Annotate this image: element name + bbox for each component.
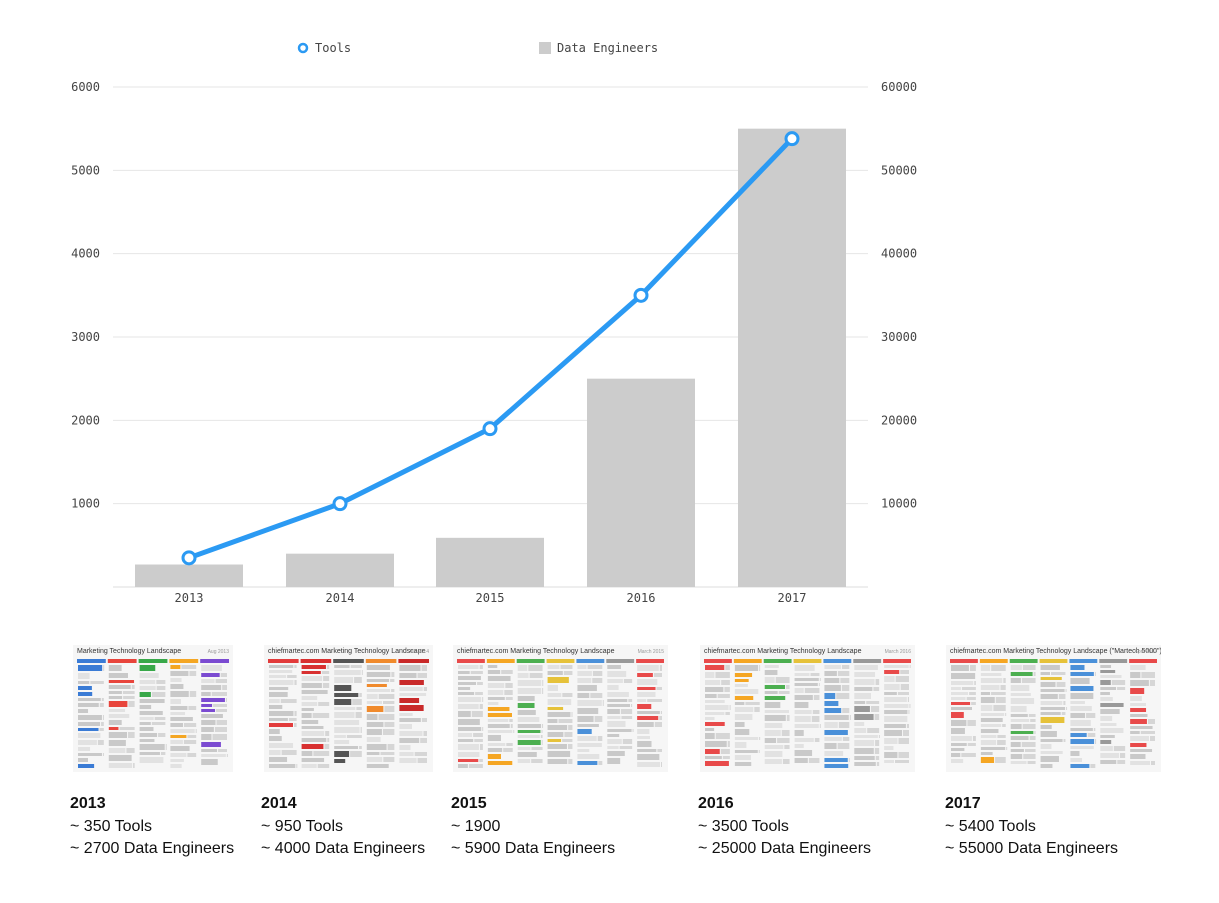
thumbnail-date: Aug 2013 [207,649,229,655]
data-engineers-bars [135,128,846,588]
thumbnail-date: March 2015 [637,649,664,655]
thumbnail-logo-grid [703,659,912,768]
caption-2013: 2013 ~ 350 Tools ~ 2700 Data Engineers [70,793,234,861]
caption-tools: ~ 3500 Tools [698,817,789,835]
x-tick-label: 2014 [326,591,355,605]
right-tick-label: 50000 [881,163,917,177]
x-tick-label: 2015 [476,591,505,605]
point-tools-2016[interactable] [633,287,649,303]
left-tick-label: 1000 [71,497,100,511]
caption-engineers: ~ 5900 Data Engineers [451,840,616,857]
landscape-thumbnail-2014: chiefmartec.com Marketing Technology Lan… [264,645,433,772]
right-tick-label: 10000 [881,497,917,511]
right-tick-label: 20000 [881,413,917,427]
point-tools-2013[interactable] [181,550,197,566]
caption-engineers: ~ 25000 Data Engineers [698,840,872,857]
thumbnail-title: chiefmartec.com Marketing Technology Lan… [457,648,615,655]
landscape-thumbnail-2015: chiefmartec.com Marketing Technology Lan… [453,645,668,772]
caption-2014: 2014 ~ 950 Tools ~ 4000 Data Engineers [261,793,425,861]
thumbnail-date: April 2017 [1134,649,1157,655]
bar-data-engineers-2016[interactable] [587,378,695,587]
point-tools-2017[interactable] [784,131,800,147]
thumbnail-logo-grid [267,659,430,770]
x-tick-label: 2016 [627,591,656,605]
left-tick-label: 6000 [71,80,100,94]
caption-tools: ~ 5400 Tools [945,817,1036,835]
landscape-thumbnail-2017: chiefmartec.com Marketing Technology Lan… [946,645,1161,772]
legend-data-engineers-marker[interactable] [539,42,551,54]
bar-data-engineers-2015[interactable] [436,537,544,587]
caption-tools: ~ 350 Tools [70,817,152,835]
caption-year: 2017 [945,795,981,812]
caption-2017: 2017 ~ 5400 Tools ~ 55000 Data Engineers [945,793,1118,861]
caption-2015: 2015 ~ 1900 ~ 5900 Data Engineers [451,793,615,861]
right-tick-label: 60000 [881,80,917,94]
caption-year: 2015 [451,795,487,812]
left-tick-label: 3000 [71,330,100,344]
caption-engineers: ~ 55000 Data Engineers [945,840,1119,857]
caption-engineers: ~ 4000 Data Engineers [261,840,426,857]
x-axis-ticks: 2013 2014 2015 2016 2017 [175,591,807,605]
thumbnail-logo-grid [949,659,1158,768]
x-tick-label: 2017 [778,591,807,605]
thumbnail-title: chiefmartec.com Marketing Technology Lan… [950,648,1161,655]
left-tick-label: 4000 [71,247,100,261]
caption-year: 2013 [70,795,106,812]
bar-data-engineers-2013[interactable] [135,564,243,588]
thumbnail-title: Marketing Technology Landscape [77,648,182,655]
bar-data-engineers-2017[interactable] [738,128,846,587]
tools-line [186,136,795,561]
caption-tools: ~ 950 Tools [261,817,343,835]
landscape-thumbnail-2016: chiefmartec.com Marketing Technology Lan… [700,645,915,772]
landscape-thumbnail-2013: Marketing Technology Landscape Aug 2013 [73,645,233,772]
legend-data-engineers-label[interactable]: Data Engineers [557,41,658,55]
left-axis-ticks: 1000 2000 3000 4000 5000 6000 [71,80,100,511]
thumbnail-logo-grid [456,659,665,768]
left-tick-label: 2000 [71,413,100,427]
point-tools-2015[interactable] [482,421,498,437]
right-tick-label: 30000 [881,330,917,344]
thumbnail-logo-grid [76,659,230,770]
legend-tools-marker[interactable] [297,42,309,54]
caption-tools: ~ 1900 [451,817,501,835]
caption-year: 2014 [261,795,297,812]
left-tick-label: 5000 [71,163,100,177]
thumbnail-date: March 2016 [884,649,911,655]
bar-data-engineers-2014[interactable] [286,553,394,587]
right-axis-ticks: 10000 20000 30000 40000 50000 60000 [881,80,917,511]
thumbnail-title: chiefmartec.com Marketing Technology Lan… [268,648,426,655]
x-tick-label: 2013 [175,591,204,605]
legend-tools-label[interactable]: Tools [315,41,351,55]
right-tick-label: 40000 [881,247,917,261]
thumbnail-title: chiefmartec.com Marketing Technology Lan… [704,648,862,655]
caption-year: 2016 [698,795,734,812]
point-tools-2014[interactable] [332,496,348,512]
legend: Tools Data Engineers [297,41,658,55]
tools-line-layer [181,131,800,566]
caption-engineers: ~ 2700 Data Engineers [70,840,235,857]
combo-chart: 1000 2000 3000 4000 5000 6000 10000 20000 30000… [71,41,917,605]
thumbnail-date: Jan 2014 [408,649,429,655]
caption-2016: 2016 ~ 3500 Tools ~ 25000 Data Engineers [698,793,871,861]
